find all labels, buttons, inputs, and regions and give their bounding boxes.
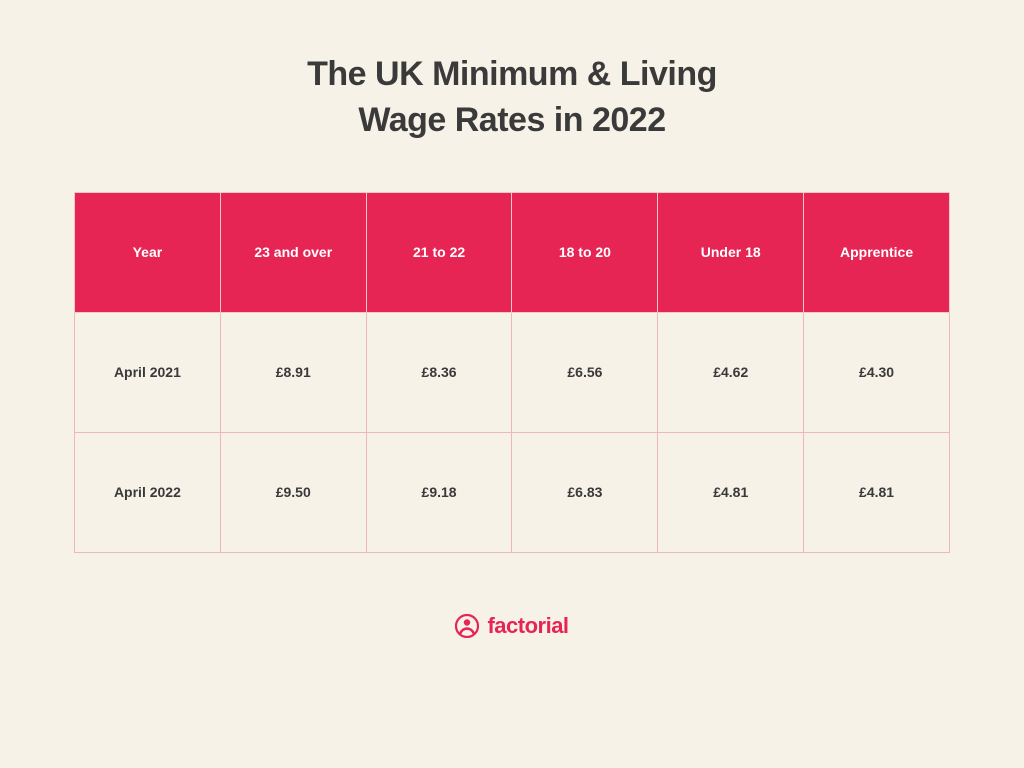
col-year: Year <box>75 192 221 312</box>
table-row: April 2022 £9.50 £9.18 £6.83 £4.81 £4.81 <box>75 432 950 552</box>
cell-year: April 2022 <box>75 432 221 552</box>
title-line-2: Wage Rates in 2022 <box>358 101 665 139</box>
brand-name: factorial <box>487 613 568 639</box>
brand-logo: factorial <box>455 613 568 639</box>
cell-18-20: £6.56 <box>512 312 658 432</box>
table-header-row: Year 23 and over 21 to 22 18 to 20 Under… <box>75 192 950 312</box>
cell-18-20: £6.83 <box>512 432 658 552</box>
cell-under-18: £4.62 <box>658 312 804 432</box>
cell-21-22: £8.36 <box>366 312 512 432</box>
page-title: The UK Minimum & Living Wage Rates in 20… <box>307 52 717 144</box>
cell-23-over: £9.50 <box>220 432 366 552</box>
cell-under-18: £4.81 <box>658 432 804 552</box>
col-under-18: Under 18 <box>658 192 804 312</box>
wage-rates-table: Year 23 and over 21 to 22 18 to 20 Under… <box>74 192 950 553</box>
cell-23-over: £8.91 <box>220 312 366 432</box>
title-line-1: The UK Minimum & Living <box>307 55 717 93</box>
col-apprentice: Apprentice <box>804 192 950 312</box>
cell-year: April 2021 <box>75 312 221 432</box>
cell-apprentice: £4.81 <box>804 432 950 552</box>
col-21-22: 21 to 22 <box>366 192 512 312</box>
col-18-20: 18 to 20 <box>512 192 658 312</box>
cell-apprentice: £4.30 <box>804 312 950 432</box>
factorial-icon <box>455 614 479 638</box>
table-row: April 2021 £8.91 £8.36 £6.56 £4.62 £4.30 <box>75 312 950 432</box>
cell-21-22: £9.18 <box>366 432 512 552</box>
col-23-over: 23 and over <box>220 192 366 312</box>
